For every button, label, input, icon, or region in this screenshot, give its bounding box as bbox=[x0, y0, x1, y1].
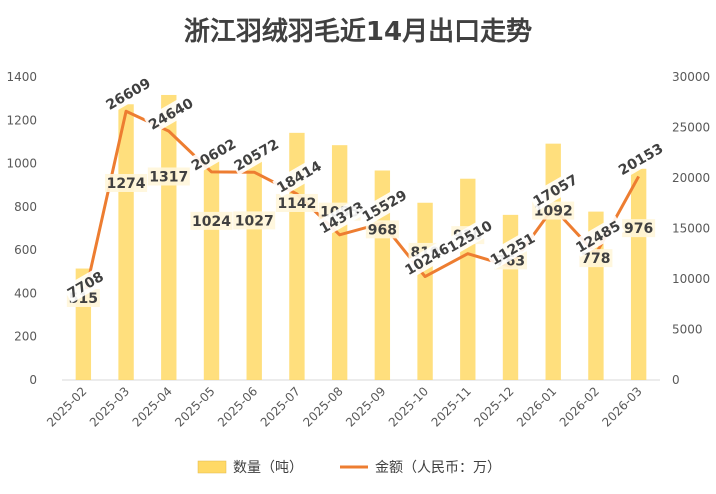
line-label-bg bbox=[614, 138, 668, 180]
bar-label-bg bbox=[275, 193, 318, 212]
x-tick-label: 2025-02 bbox=[44, 384, 89, 429]
bar bbox=[246, 157, 262, 380]
bar-data-label: 976 bbox=[624, 221, 653, 237]
bar bbox=[203, 158, 220, 380]
bar bbox=[161, 94, 177, 381]
bar-data-label: 1317 bbox=[149, 169, 188, 185]
y-left-tick-label: 1200 bbox=[6, 113, 37, 127]
y-left-tick-label: 200 bbox=[14, 330, 37, 344]
line-data-labels: 7708266092464020602205721841414373155291… bbox=[62, 73, 668, 303]
x-tick-label: 2025-11 bbox=[429, 384, 474, 429]
bar-label-bg bbox=[190, 211, 233, 230]
line-label-bg bbox=[186, 133, 241, 175]
bar bbox=[331, 145, 348, 380]
y-right-tick-label: 20000 bbox=[672, 171, 710, 185]
bar-data-label: 1274 bbox=[107, 176, 146, 192]
y-left-tick-label: 0 bbox=[29, 373, 37, 387]
y-left-tick-label: 1000 bbox=[6, 157, 37, 171]
bar-data-label: 1092 bbox=[534, 204, 573, 220]
x-tick-label: 2025-10 bbox=[386, 384, 431, 429]
y-left-tick-label: 400 bbox=[14, 286, 37, 300]
line-label-bg bbox=[101, 73, 155, 115]
y-right-tick-label: 5000 bbox=[672, 323, 703, 337]
bar-label-bg bbox=[233, 211, 276, 230]
bar-label-bg bbox=[579, 249, 613, 268]
bar bbox=[630, 168, 647, 380]
line-label-bg bbox=[315, 196, 369, 238]
y-left-tick-label: 600 bbox=[14, 243, 37, 257]
x-tick-label: 2025-04 bbox=[130, 384, 175, 429]
x-tick-label: 2025-07 bbox=[258, 384, 303, 429]
y-right-tick-label: 10000 bbox=[672, 272, 710, 286]
line-label-bg bbox=[400, 238, 454, 280]
bar-data-label: 778 bbox=[581, 251, 610, 267]
line-label-bg bbox=[528, 169, 582, 211]
bar-data-label: 1142 bbox=[277, 196, 316, 212]
bar-data-labels: 5151274131710241027114210859688199307631… bbox=[66, 167, 656, 307]
legend: 数量（吨） 金额（人民币：万） bbox=[197, 460, 501, 476]
legend-bar-swatch bbox=[197, 460, 227, 474]
line-label-bg bbox=[62, 266, 109, 303]
x-tick-label: 2026-02 bbox=[557, 384, 602, 429]
x-tick-label: 2025-03 bbox=[87, 384, 132, 429]
x-tick-label: 2026-01 bbox=[514, 384, 559, 429]
bar-label-bg bbox=[622, 219, 656, 238]
bar-data-label: 1027 bbox=[235, 213, 274, 229]
chart-title: 浙江羽绒羽毛近14月出口走势 bbox=[184, 16, 532, 47]
line-label-bg bbox=[443, 215, 497, 257]
bar-data-label: 968 bbox=[368, 222, 397, 238]
y-left-tick-label: 1400 bbox=[6, 70, 37, 84]
legend-item-quantity: 数量（吨） bbox=[233, 460, 303, 476]
line-label-bg bbox=[272, 156, 326, 198]
bar-data-label: 1024 bbox=[192, 214, 231, 230]
bar bbox=[118, 104, 134, 381]
x-tick-label: 2025-06 bbox=[215, 384, 260, 429]
line-label-bg bbox=[357, 185, 411, 227]
y-right-tick-label: 25000 bbox=[672, 121, 710, 135]
line-label-bg bbox=[571, 215, 625, 257]
y-right-tick-label: 15000 bbox=[672, 222, 710, 236]
y-right-tick-label: 0 bbox=[672, 373, 680, 387]
bar-label-bg bbox=[105, 173, 148, 192]
line-label-bg bbox=[144, 93, 198, 135]
x-tick-label: 2025-05 bbox=[172, 384, 217, 429]
line-label-bg bbox=[229, 134, 283, 176]
bar-series bbox=[75, 94, 647, 381]
x-tick-label: 2026-03 bbox=[599, 384, 644, 429]
bar bbox=[460, 178, 476, 380]
y-right-tick-label: 30000 bbox=[672, 70, 710, 84]
bar-label-bg bbox=[147, 167, 190, 186]
line-label-bg bbox=[485, 228, 540, 270]
bar bbox=[417, 202, 433, 380]
x-tick-label: 2025-08 bbox=[300, 384, 345, 429]
legend-item-amount: 金额（人民币：万） bbox=[375, 460, 501, 476]
x-tick-label: 2025-12 bbox=[471, 384, 516, 429]
bar-label-bg bbox=[365, 220, 399, 239]
y-left-tick-label: 800 bbox=[14, 200, 37, 214]
x-tick-label: 2025-09 bbox=[343, 384, 388, 429]
